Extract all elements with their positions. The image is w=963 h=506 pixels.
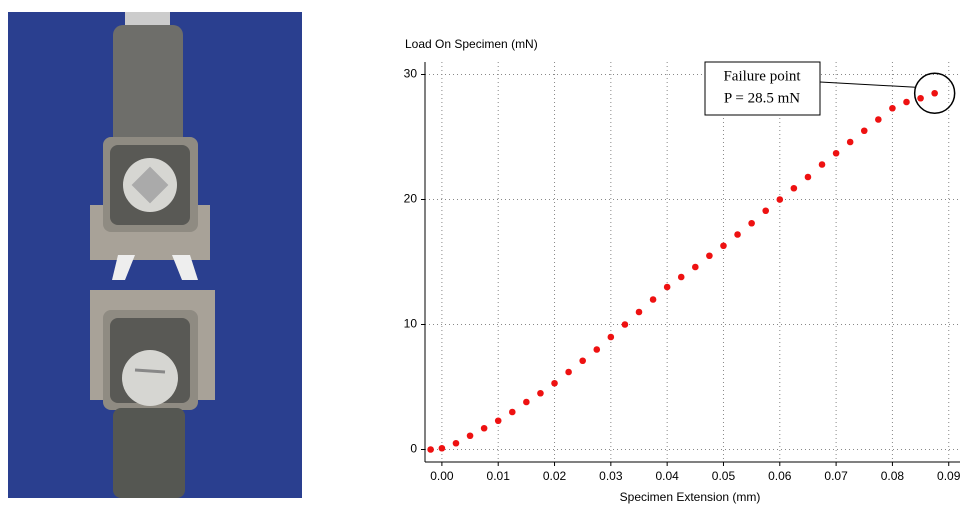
x-tick-label: 0.00 xyxy=(430,469,454,483)
data-point xyxy=(621,321,629,328)
failure-circle xyxy=(913,72,956,114)
y-tick-label: 20 xyxy=(404,192,418,206)
data-point xyxy=(593,346,601,353)
y-tick-label: 10 xyxy=(404,317,418,331)
data-point xyxy=(466,432,474,440)
x-axis-title: Specimen Extension (mm) xyxy=(620,490,761,504)
annotation-text: P = 28.5 mN xyxy=(724,90,800,106)
data-point xyxy=(427,446,434,453)
y-axis-title: Load On Specimen (mN) xyxy=(405,37,538,51)
data-point xyxy=(551,379,558,387)
data-point xyxy=(860,127,868,135)
data-point xyxy=(875,116,882,123)
x-tick-label: 0.03 xyxy=(599,469,623,483)
y-tick-label: 30 xyxy=(404,67,418,81)
specimen-photo xyxy=(8,12,302,498)
annotation-box xyxy=(704,61,821,116)
data-point xyxy=(452,439,460,447)
x-tick-label: 0.01 xyxy=(487,469,511,483)
x-tick-label: 0.08 xyxy=(881,469,905,483)
data-point xyxy=(720,242,727,250)
data-point xyxy=(692,263,699,271)
data-point xyxy=(438,444,446,452)
x-tick-label: 0.04 xyxy=(655,469,679,483)
data-point xyxy=(649,296,657,303)
x-tick-label: 0.09 xyxy=(937,469,961,483)
data-point xyxy=(677,273,685,281)
data-point xyxy=(931,89,938,97)
data-point xyxy=(734,231,741,238)
data-point xyxy=(706,252,713,260)
data-point xyxy=(903,98,910,106)
data-point xyxy=(790,184,798,192)
x-tick-label: 0.02 xyxy=(543,469,567,483)
data-point xyxy=(804,173,812,181)
data-point xyxy=(818,161,826,168)
data-point xyxy=(537,389,544,397)
data-point xyxy=(776,196,784,203)
data-point xyxy=(663,283,671,291)
data-point xyxy=(523,398,530,406)
data-point xyxy=(565,368,572,376)
data-point xyxy=(480,424,488,432)
callout-line xyxy=(819,81,916,88)
data-point xyxy=(635,308,643,316)
data-point xyxy=(762,207,770,215)
chart: Load On Specimen (mN) Specimen Extension… xyxy=(404,37,961,504)
data-point xyxy=(889,104,896,112)
data-point xyxy=(917,94,924,102)
data-point xyxy=(846,138,854,146)
data-point xyxy=(832,149,840,157)
data-point xyxy=(579,357,586,365)
x-tick-label: 0.07 xyxy=(824,469,848,483)
data-point xyxy=(508,408,516,416)
data-point xyxy=(748,219,755,227)
x-tick-label: 0.06 xyxy=(768,469,792,483)
annotation-text: Failure point xyxy=(723,68,801,84)
data-point xyxy=(494,417,502,425)
data-point xyxy=(607,333,615,341)
y-tick-label: 0 xyxy=(410,442,417,456)
x-tick-label: 0.05 xyxy=(712,469,736,483)
